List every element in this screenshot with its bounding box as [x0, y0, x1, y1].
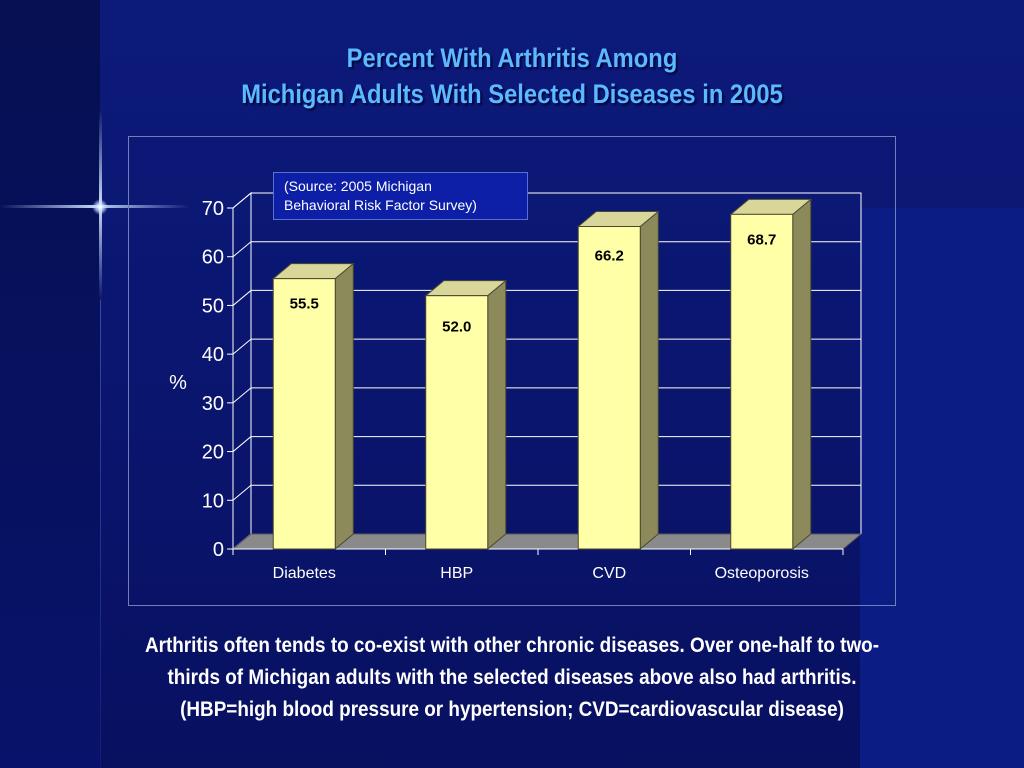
chart-frame — [128, 136, 896, 606]
x-tick-label: Osteoporosis — [715, 565, 809, 582]
y-tick-label: 0 — [213, 539, 224, 561]
bar-diabetes: 55.5 — [271, 262, 355, 551]
x-tick-label: Diabetes — [273, 565, 336, 582]
x-axis-labels: Diabetes HBP CVD Osteoporosis — [232, 549, 844, 582]
sparkle-star-icon — [92, 199, 108, 215]
left-decor-panel — [0, 0, 100, 768]
gridline-side — [232, 241, 252, 258]
bar-front — [730, 213, 794, 550]
x-tick-label: HBP — [440, 565, 473, 582]
slide-caption: Arthritis often tends to co-exist with o… — [51, 630, 973, 726]
bar-value-label: 68.7 — [747, 231, 776, 248]
bar-front — [425, 295, 489, 550]
gridline-side — [232, 484, 252, 501]
title-line-2: Michigan Adults With Selected Diseases i… — [241, 79, 783, 109]
bar-side — [792, 198, 812, 551]
gridline-side — [232, 387, 252, 404]
y-tick-label: 40 — [202, 344, 224, 366]
y-tick-label: 30 — [202, 393, 224, 415]
bar-side — [639, 210, 659, 551]
gridline-side — [232, 436, 252, 452]
y-tick-label: 10 — [202, 490, 224, 512]
bar-value-label: 52.0 — [442, 319, 471, 336]
y-axis-ticks: 0 10 20 30 40 50 60 70 — [202, 198, 233, 561]
caption-line-1: Arthritis often tends to co-exist with o… — [144, 634, 880, 657]
bar-value-label: 55.5 — [290, 296, 319, 313]
chart-bars: 55.5 52.0 66.2 68.7 — [271, 198, 813, 551]
caption-line-2: thirds of Michigan adults with the selec… — [167, 666, 857, 689]
bar-value-label: 66.2 — [595, 248, 624, 265]
bar-hbp: 52.0 — [424, 279, 508, 551]
source-line-1: (Source: 2005 Michigan — [284, 178, 432, 194]
y-tick-label: 20 — [202, 442, 224, 464]
bar-front — [577, 226, 641, 550]
y-tick-label: 70 — [202, 198, 224, 220]
caption-line-3: (HBP=high blood pressure or hypertension… — [180, 698, 844, 721]
gridline-side — [232, 338, 252, 355]
y-tick-label: 50 — [202, 295, 224, 317]
slide-title: Percent With Arthritis Among Michigan Ad… — [61, 40, 962, 112]
bar-osteoporosis: 68.7 — [729, 198, 813, 551]
bar-front — [272, 278, 336, 550]
source-line-2: Behavioral Risk Factor Survey) — [284, 197, 477, 213]
gridline-side — [232, 290, 252, 306]
gridline-side — [232, 192, 252, 209]
y-axis-label: % — [169, 372, 187, 394]
x-tick-label: CVD — [592, 565, 626, 582]
bar-side — [487, 279, 507, 551]
source-note: (Source: 2005 Michigan Behavioral Risk F… — [273, 172, 528, 220]
bar-cvd: 66.2 — [576, 210, 660, 551]
title-line-1: Percent With Arthritis Among — [346, 43, 678, 73]
y-tick-label: 60 — [202, 247, 224, 269]
decor-line — [100, 300, 101, 768]
left-wall — [232, 191, 252, 551]
bar-side — [334, 262, 354, 551]
right-decor-band — [860, 208, 1024, 768]
